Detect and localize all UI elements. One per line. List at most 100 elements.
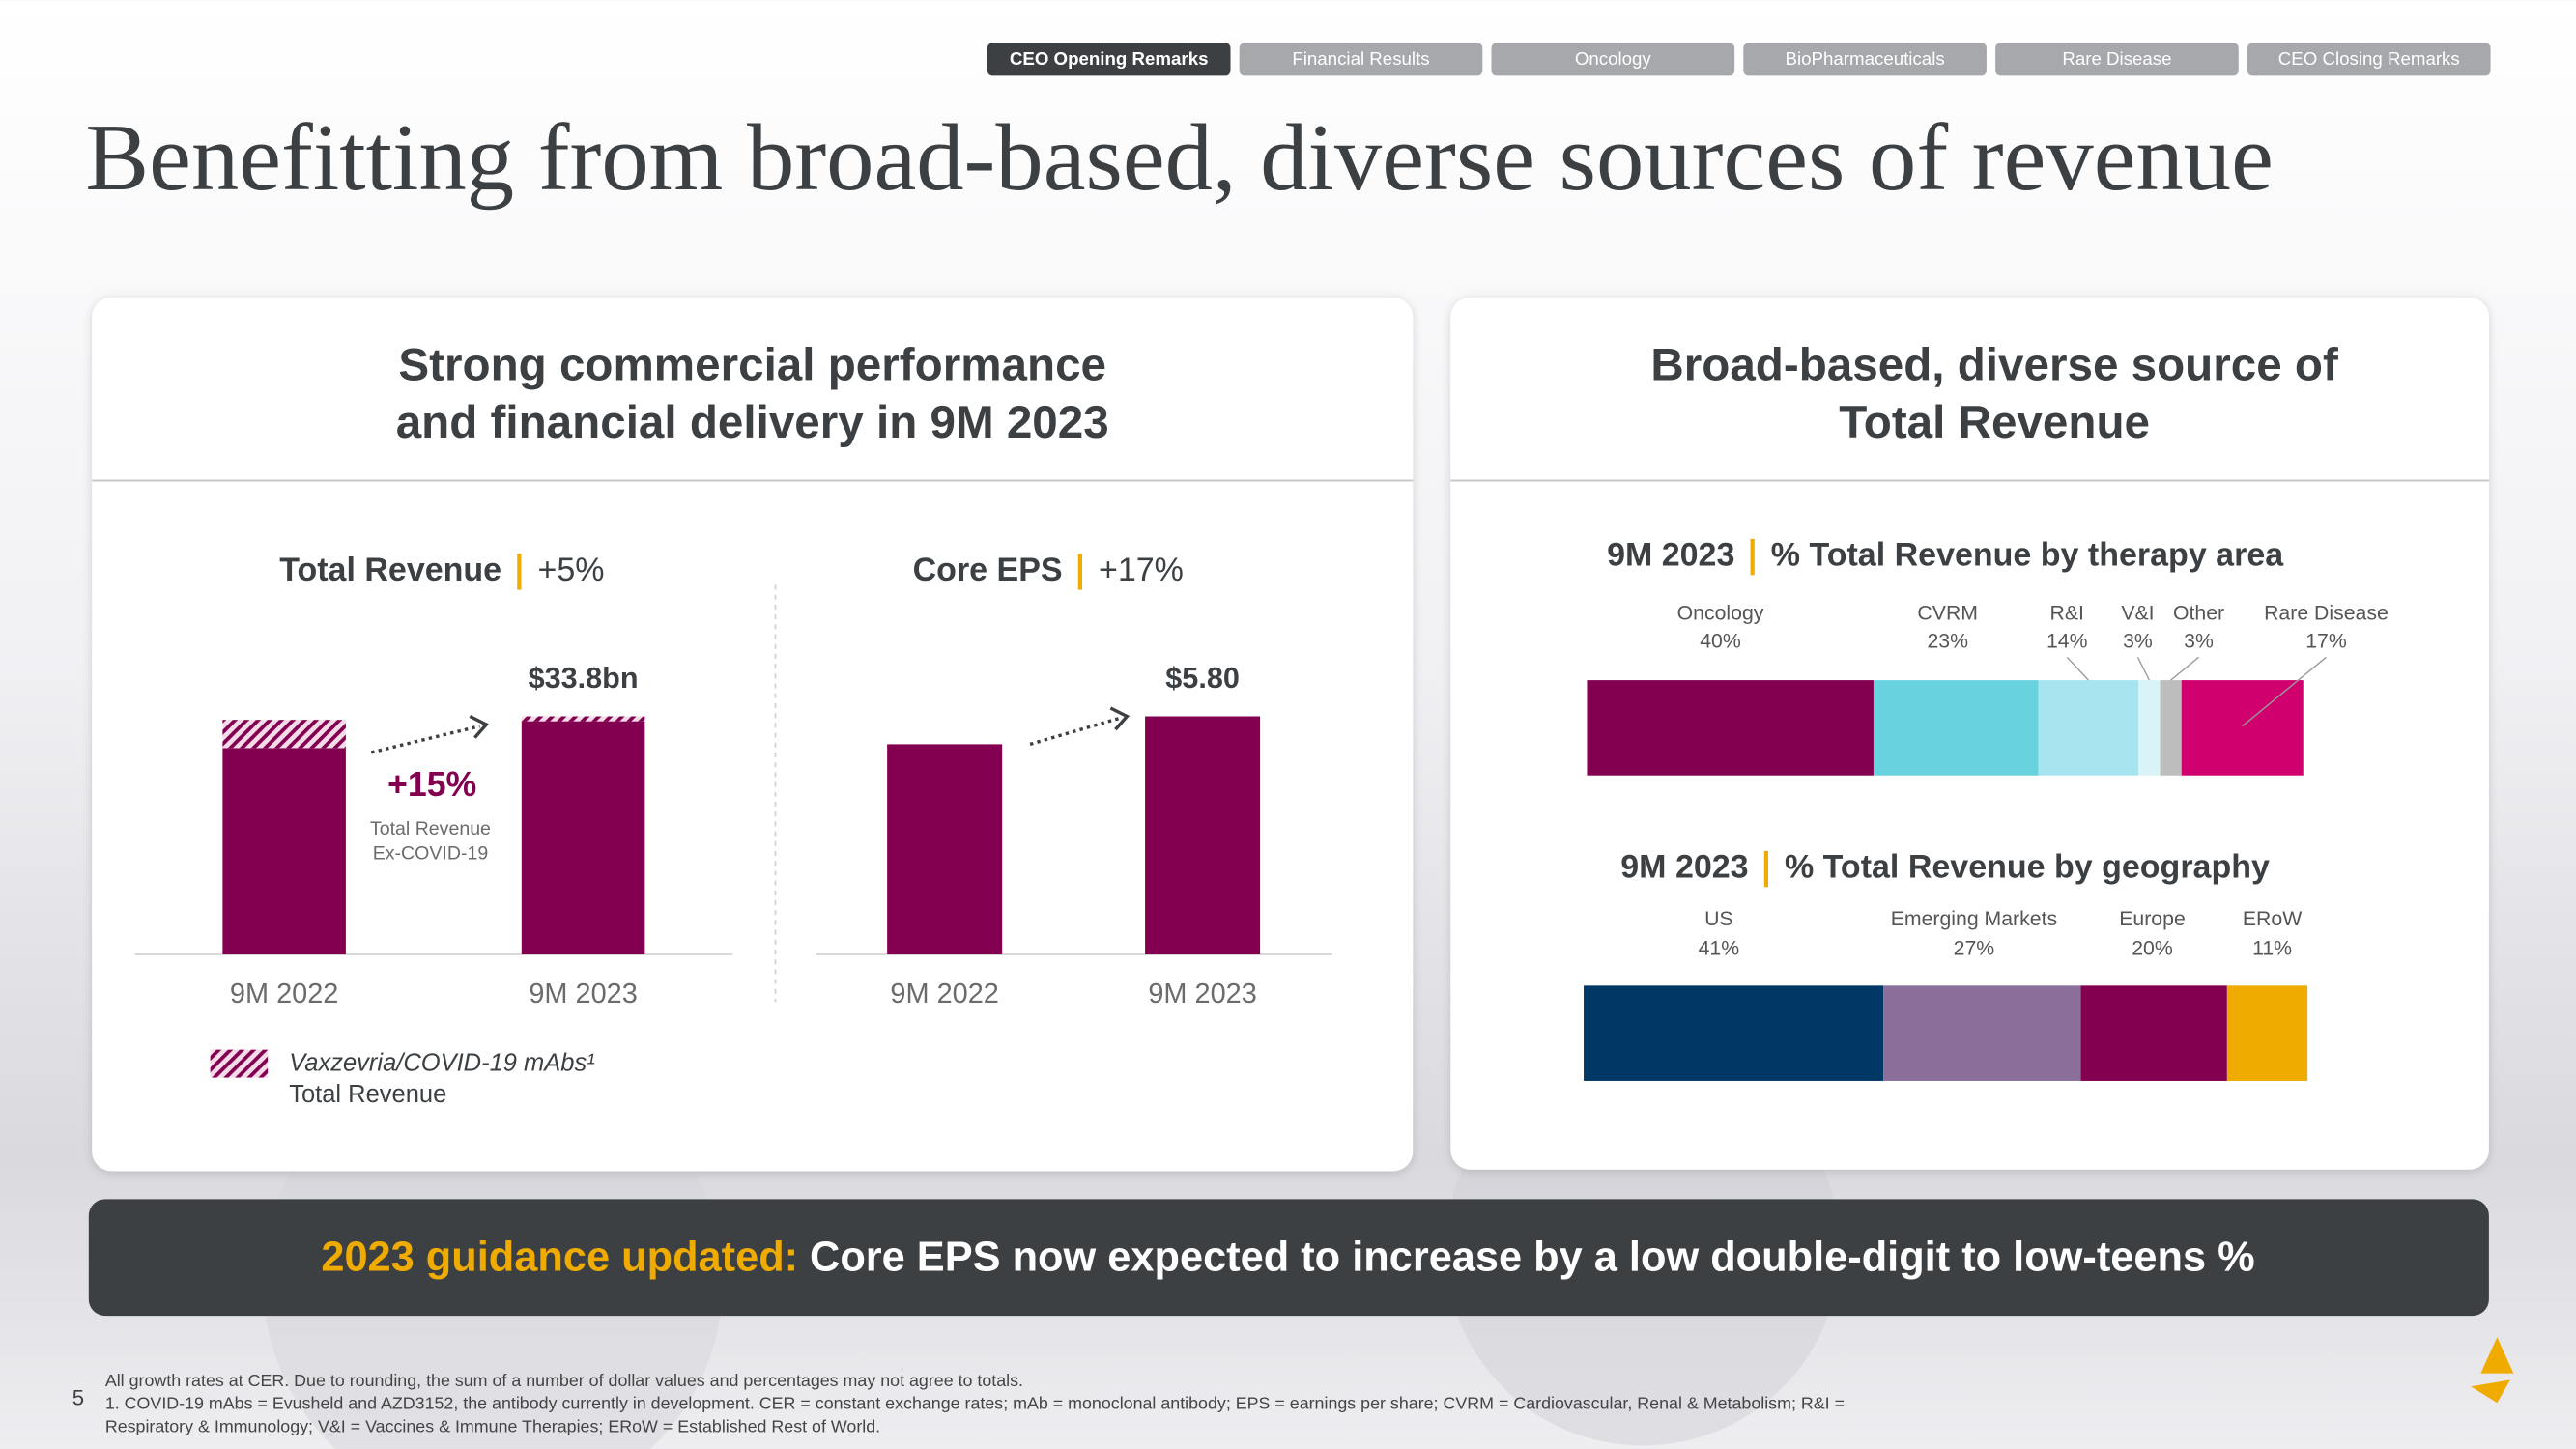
segment-value-label: 17%	[2305, 630, 2347, 653]
segment-label: ERoW	[2243, 907, 2302, 930]
annotation-value: +15%	[387, 765, 476, 804]
segment-label: Rare Disease	[2264, 602, 2389, 625]
segment-value-label: 40%	[1700, 630, 1741, 653]
charts: Total Revenue +5% 9M 2022 9M 2023 $33.8bn +15…	[134, 537, 2389, 1108]
nav-tab	[1995, 43, 2239, 76]
nav-tab	[2247, 43, 2491, 76]
bar-value-label: $5.80	[1165, 662, 1240, 695]
growth-arrow-head	[469, 714, 490, 739]
bar	[1145, 716, 1261, 955]
bar-segment	[2226, 985, 2308, 1081]
chart-title-detail: +17%	[1099, 552, 1184, 588]
nav-tab-label: Financial Results	[1292, 48, 1429, 69]
nav-tab	[1491, 43, 1735, 76]
panel-heading: Total Revenue	[1839, 397, 2150, 448]
nav-tab	[1743, 43, 1987, 76]
bar-segment	[2080, 985, 2227, 1081]
segment-value-label: 23%	[1927, 630, 1968, 653]
leader-line	[2136, 656, 2150, 681]
left-panel	[92, 297, 1414, 1172]
bar-segment	[2038, 680, 2139, 776]
title-separator	[1077, 554, 1082, 590]
leader-line	[2242, 656, 2327, 727]
bar-segment	[1584, 985, 1884, 1081]
segment-label: Emerging Markets	[1891, 907, 2057, 930]
banner-message: Core EPS now expected to increase by a l…	[810, 1235, 2255, 1281]
guidance-banner	[88, 1199, 2489, 1317]
bar-segment-hatched	[521, 716, 645, 722]
segment-label: V&I	[2121, 602, 2154, 625]
x-tick-label: 9M 2022	[890, 979, 998, 1009]
banner-highlight: 2023 guidance updated:	[321, 1235, 798, 1281]
segment-value-label: 3%	[2123, 630, 2153, 653]
bar-segment	[2160, 680, 2182, 776]
chart-title-main: Total Revenue	[279, 552, 501, 588]
segment-value-label: 41%	[1699, 937, 1740, 960]
slide-title: Benefitting from broad-based, diverse so…	[85, 105, 2273, 211]
bar	[887, 744, 1003, 955]
panel-heading: and financial delivery in 9M 2023	[396, 397, 1109, 448]
annotation-text: Ex-COVID-19	[373, 842, 488, 864]
nav-tab-label: Rare Disease	[2062, 48, 2171, 69]
title-separator	[1750, 538, 1755, 576]
bar-segment	[1873, 680, 2039, 776]
chart-title: 9M 2023 % Total Revenue by geography	[1620, 849, 2270, 886]
chart-title-detail: % Total Revenue by therapy area	[1771, 537, 2284, 574]
nav-tabs: CEO Opening Remarks Financial Results Onco…	[987, 43, 2491, 76]
x-tick-label: 9M 2022	[230, 979, 338, 1009]
bar-segment	[2181, 680, 2304, 776]
legend-label: Vaxzevria/COVID-19 mAbs¹	[289, 1050, 594, 1077]
leader-line	[2170, 656, 2199, 681]
bar-segment	[1587, 680, 1874, 776]
panel-heading: Strong commercial performance	[398, 340, 1106, 391]
bar-segment-hatched	[222, 720, 346, 749]
chart-title-main: 9M 2023	[1620, 849, 1748, 886]
footnote: Respiratory & Immunology; V&I = Vaccines…	[105, 1416, 880, 1435]
panel-heading: Broad-based, diverse source of	[1650, 340, 2338, 391]
segment-label: Oncology	[1677, 602, 1764, 625]
chart-title-detail: % Total Revenue by geography	[1785, 849, 2270, 886]
segment-label: Other	[2173, 602, 2224, 625]
bar-segment	[1883, 985, 2081, 1081]
nav-tab	[987, 43, 1231, 76]
chart-title: Total Revenue +5%	[279, 552, 604, 588]
banner-text: 2023 guidance updated: Core EPS now expec…	[321, 1235, 2254, 1281]
nav-tab-label: CEO Opening Remarks	[1010, 48, 1209, 69]
segment-value-label: 27%	[1954, 937, 1995, 960]
x-tick-label: 9M 2023	[1148, 979, 1256, 1009]
x-tick-label: 9M 2023	[529, 979, 637, 1009]
title-separator	[1763, 850, 1769, 888]
segment-label: Europe	[2119, 907, 2186, 930]
chart-title: Core EPS +17%	[913, 552, 1184, 588]
title-separator	[517, 554, 522, 590]
segment-value-label: 11%	[2252, 937, 2292, 960]
chart-title-detail: +5%	[538, 552, 605, 588]
segment-value-label: 3%	[2184, 630, 2214, 653]
legend-note: Total Revenue	[289, 1081, 446, 1108]
footnote: 1. COVID-19 mAbs = Evusheld and AZD3152,…	[105, 1394, 1845, 1413]
nav-tab	[1239, 43, 1483, 76]
nav-tab-label: CEO Closing Remarks	[2278, 48, 2460, 69]
bar-value-label: $33.8bn	[529, 662, 639, 695]
segment-label: US	[1704, 907, 1733, 930]
segment-value-label: 20%	[2132, 937, 2173, 960]
chart-title-main: 9M 2023	[1607, 537, 1734, 574]
chart-title-main: Core EPS	[913, 552, 1063, 588]
growth-arrow-head	[1109, 706, 1131, 731]
nav-tab-label: BioPharmaceuticals	[1786, 48, 1945, 69]
nav-tab-label: Oncology	[1575, 48, 1652, 69]
logo-mark	[2471, 1337, 2514, 1404]
bar-segment	[2138, 680, 2161, 776]
segment-label: CVRM	[1917, 602, 1978, 625]
legend-swatch	[210, 1049, 269, 1078]
leader-line	[2066, 656, 2089, 681]
bar	[521, 721, 645, 955]
segment-label: R&I	[2050, 602, 2084, 625]
growth-arrow	[1029, 716, 1122, 747]
footnote: All growth rates at CER. Due to rounding…	[105, 1371, 1023, 1390]
page-number: 5	[72, 1386, 84, 1410]
chart-title: 9M 2023 % Total Revenue by therapy area	[1607, 537, 2284, 574]
segment-value-label: 14%	[2046, 630, 2088, 653]
